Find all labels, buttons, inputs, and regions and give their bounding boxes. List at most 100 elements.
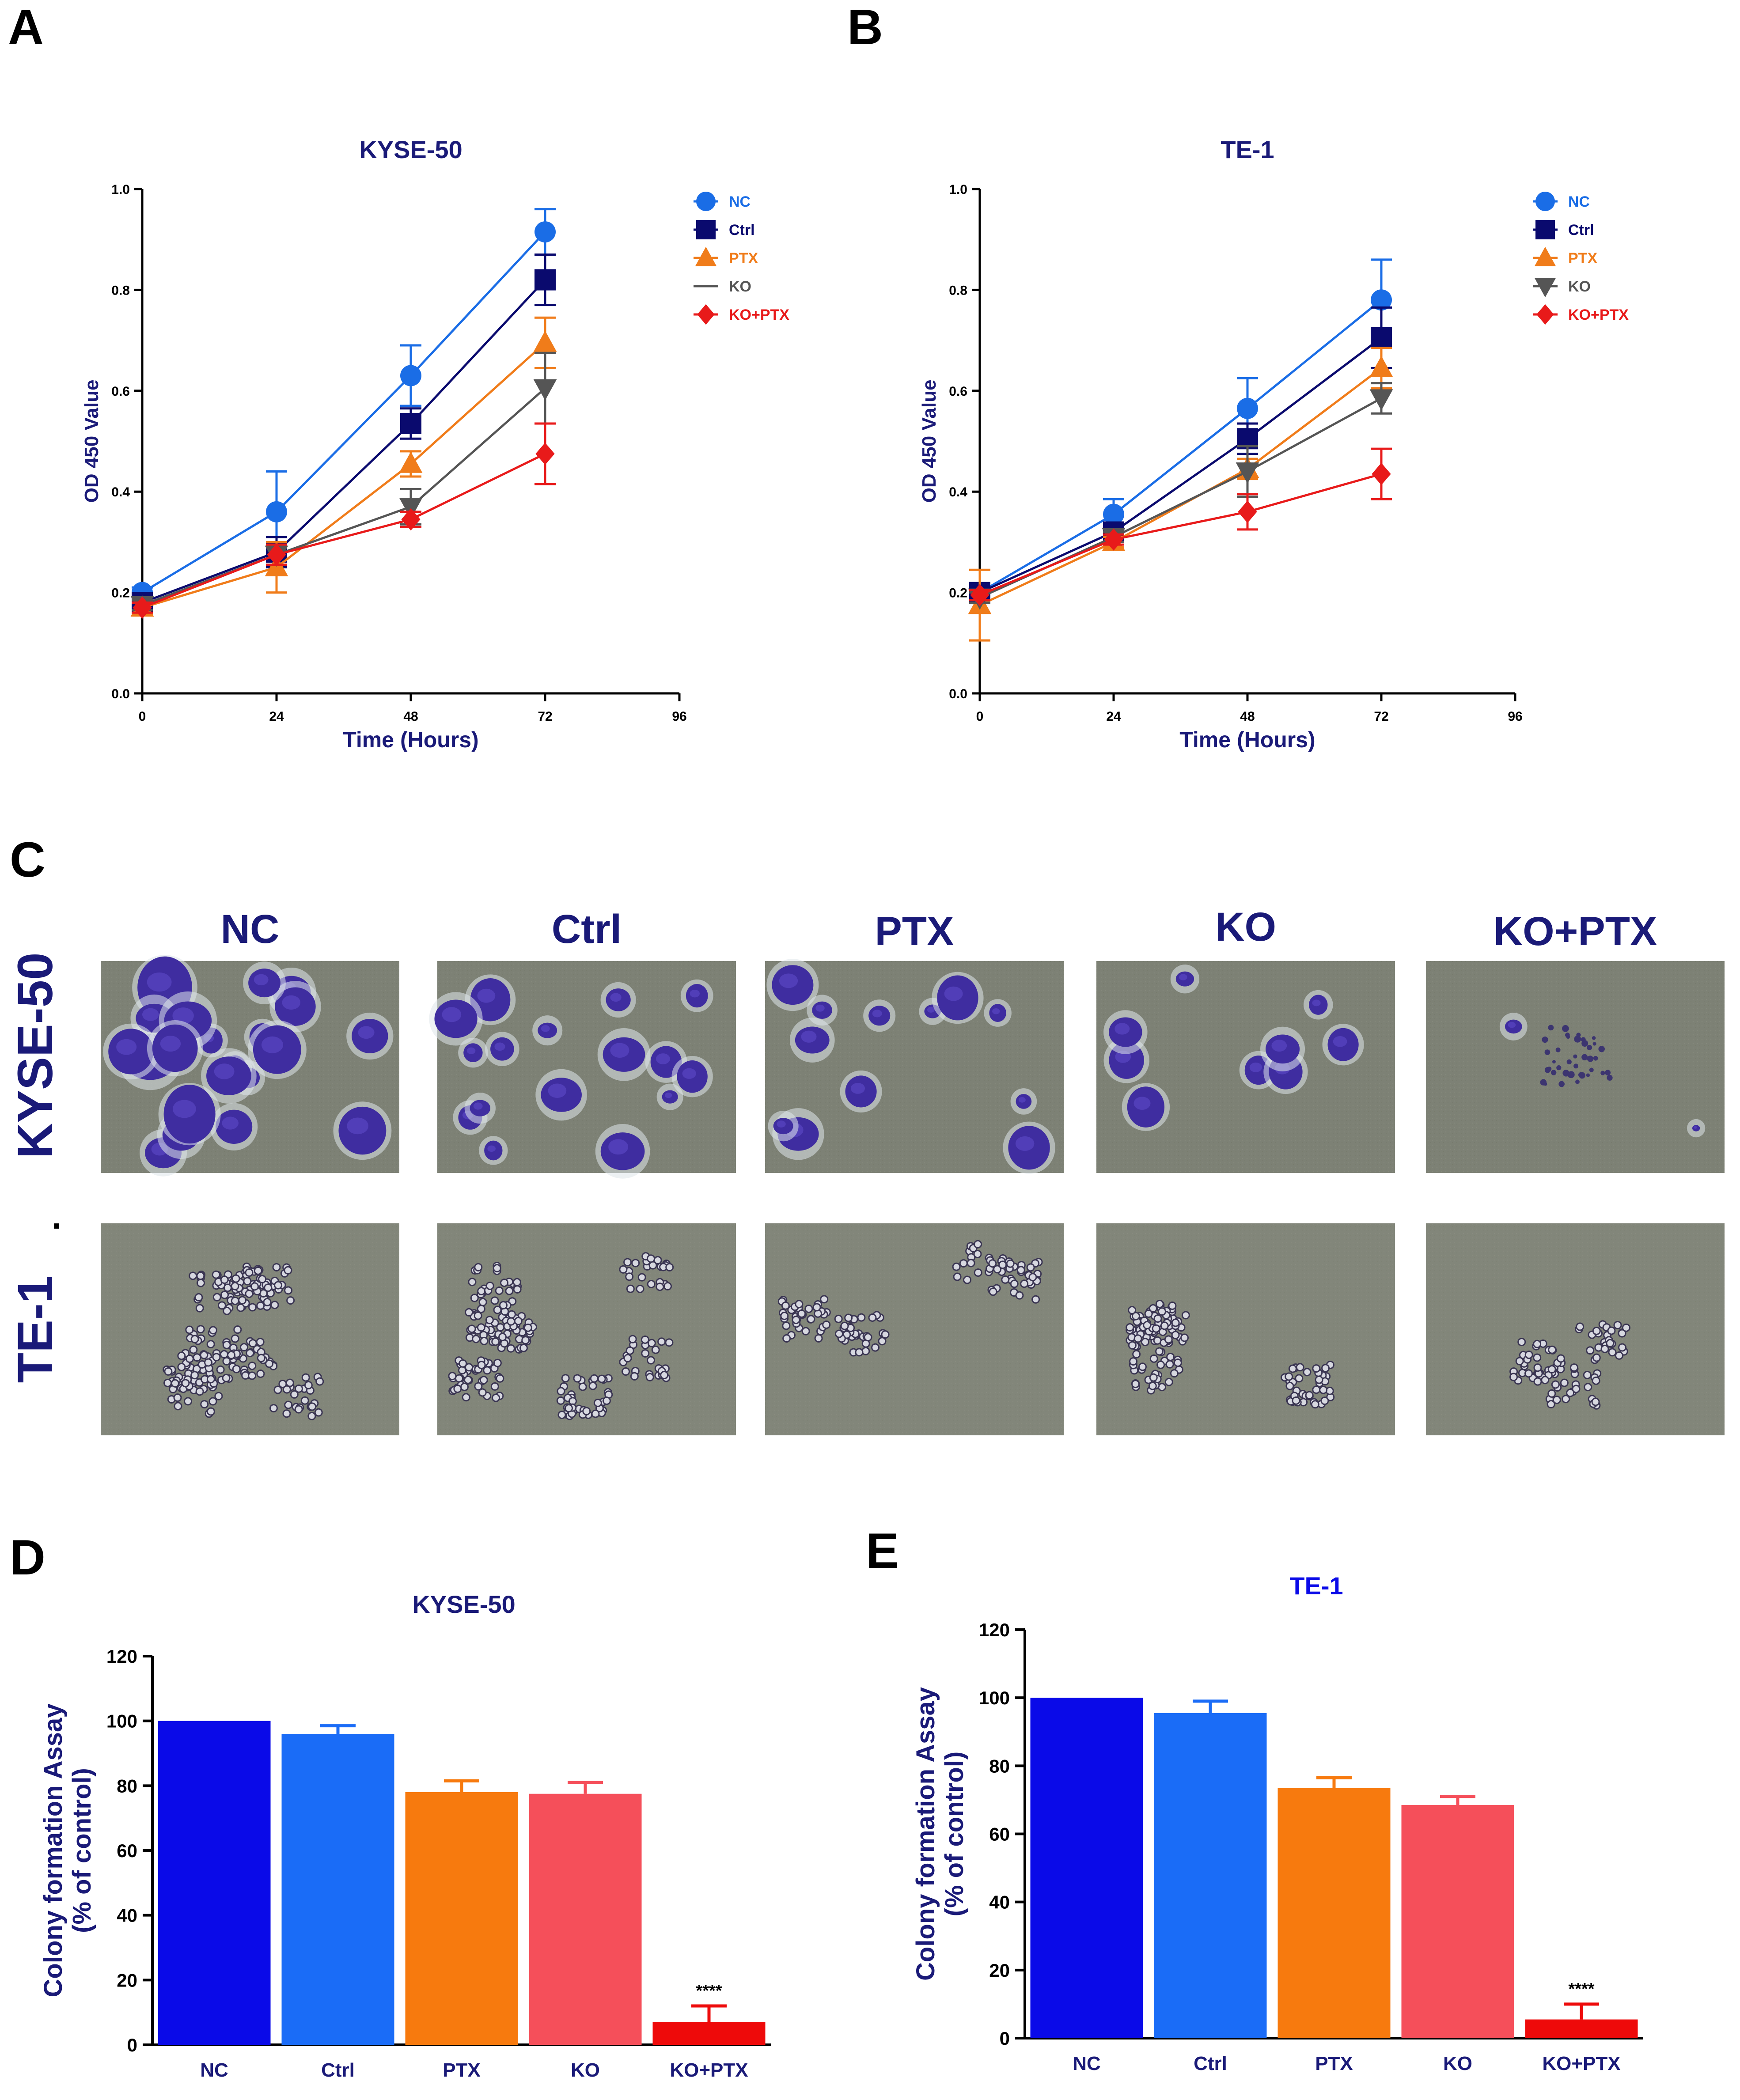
- cell: [1181, 1311, 1190, 1320]
- column-label: NC: [221, 907, 280, 952]
- cell: [195, 1304, 204, 1313]
- data-point: [1371, 327, 1392, 348]
- cell: [181, 1379, 190, 1388]
- cell: [258, 1275, 267, 1283]
- cell: [636, 1284, 644, 1293]
- cell: [496, 1323, 505, 1332]
- cell: [645, 1373, 654, 1381]
- cell: [861, 1347, 870, 1355]
- cell: [619, 1265, 628, 1274]
- cell: [500, 1279, 509, 1287]
- cell: [270, 1301, 279, 1309]
- cell: [189, 1345, 198, 1354]
- series-ko-ptx: [132, 422, 556, 619]
- cell: [282, 1385, 291, 1394]
- cell: [660, 1370, 669, 1379]
- cell: [1524, 1369, 1533, 1378]
- cell: [1132, 1350, 1141, 1358]
- cell: [556, 1396, 565, 1405]
- cell: [212, 1270, 220, 1279]
- y-tick-label: 1.0: [111, 182, 130, 197]
- y-tick-label: 80: [989, 1756, 1010, 1776]
- cell: [573, 1374, 582, 1383]
- cell: [490, 1296, 499, 1305]
- cell: [507, 1310, 516, 1319]
- cell: [240, 1343, 249, 1351]
- legend-entry: Ctrl: [1533, 220, 1594, 239]
- scattered-cell: [1573, 1063, 1578, 1069]
- colony-highlight: [944, 986, 963, 1001]
- y-tick-label: 20: [117, 1970, 137, 1990]
- cell: [194, 1293, 203, 1302]
- legend-marker: [696, 192, 716, 211]
- cell: [493, 1305, 502, 1314]
- panel-letter-d: D: [10, 1530, 45, 1585]
- cell: [478, 1388, 487, 1397]
- cell: [1164, 1377, 1173, 1386]
- cell: [1160, 1321, 1169, 1330]
- cell: [1131, 1380, 1140, 1389]
- cell: [477, 1305, 485, 1313]
- cell: [1541, 1376, 1550, 1385]
- cell: [588, 1381, 597, 1390]
- cell: [245, 1290, 254, 1298]
- cell: [285, 1378, 294, 1387]
- cell: [294, 1384, 303, 1393]
- cell: [462, 1393, 470, 1402]
- cell: [208, 1397, 217, 1406]
- scattered-cell: [1592, 1042, 1596, 1046]
- colony-highlight: [254, 974, 269, 986]
- bar: [529, 1794, 642, 2045]
- cell: [491, 1337, 500, 1346]
- y-tick-label: 60: [989, 1824, 1010, 1845]
- y-axis-label-line2: (% of control): [68, 1768, 96, 1933]
- column-label: Ctrl: [552, 907, 622, 952]
- panel-letter-b: B: [847, 0, 883, 55]
- cell: [190, 1335, 199, 1343]
- legend-label: KO+PTX: [729, 306, 789, 323]
- colony-highlight: [358, 1026, 375, 1039]
- cell: [256, 1338, 265, 1347]
- scattered-cell: [1552, 1060, 1556, 1064]
- bar-chart-kyse50: KYSE-50 0 20 40 60 80 100 120 NC Ctrl PTX KO KO+PTX *…: [39, 1590, 771, 2081]
- legend-entry: Ctrl: [694, 220, 755, 239]
- data-point: [133, 596, 152, 619]
- colony-highlight: [801, 1030, 817, 1043]
- cell: [630, 1372, 639, 1381]
- cell: [973, 1250, 982, 1259]
- data-point: [533, 330, 557, 352]
- cell: [881, 1330, 890, 1339]
- cell: [952, 1262, 961, 1271]
- cell: [641, 1349, 650, 1358]
- cell: [465, 1308, 474, 1317]
- colony-highlight: [1333, 1036, 1347, 1047]
- micrograph-te1-ko-ptx: [1426, 1223, 1725, 1435]
- cell: [1149, 1354, 1158, 1363]
- y-tick-label: 100: [979, 1688, 1010, 1708]
- scattered-cell: [1566, 1059, 1572, 1064]
- cell: [1509, 1373, 1518, 1381]
- cell: [1026, 1263, 1035, 1272]
- cell: [1131, 1312, 1140, 1321]
- cell: [590, 1374, 599, 1383]
- cell: [250, 1282, 259, 1291]
- data-point: [266, 501, 287, 522]
- cell: [512, 1278, 521, 1286]
- cell: [499, 1301, 508, 1309]
- legend-label: KO: [1568, 278, 1591, 295]
- cell: [507, 1317, 516, 1326]
- cell: [307, 1411, 316, 1420]
- cell: [868, 1313, 877, 1322]
- cell: [974, 1240, 982, 1249]
- scattered-cell: [1544, 1067, 1551, 1073]
- cell: [1618, 1343, 1626, 1352]
- micrograph-kyse50-ptx: [765, 959, 1064, 1174]
- x-tick-label: 24: [269, 709, 284, 724]
- scattered-cell: [1574, 1035, 1581, 1043]
- scattered-cell: [1542, 1036, 1548, 1043]
- cell: [582, 1407, 591, 1415]
- scattered-cell: [1576, 1033, 1581, 1037]
- cell: [521, 1336, 530, 1345]
- cell: [220, 1275, 229, 1284]
- data-point: [1369, 356, 1393, 377]
